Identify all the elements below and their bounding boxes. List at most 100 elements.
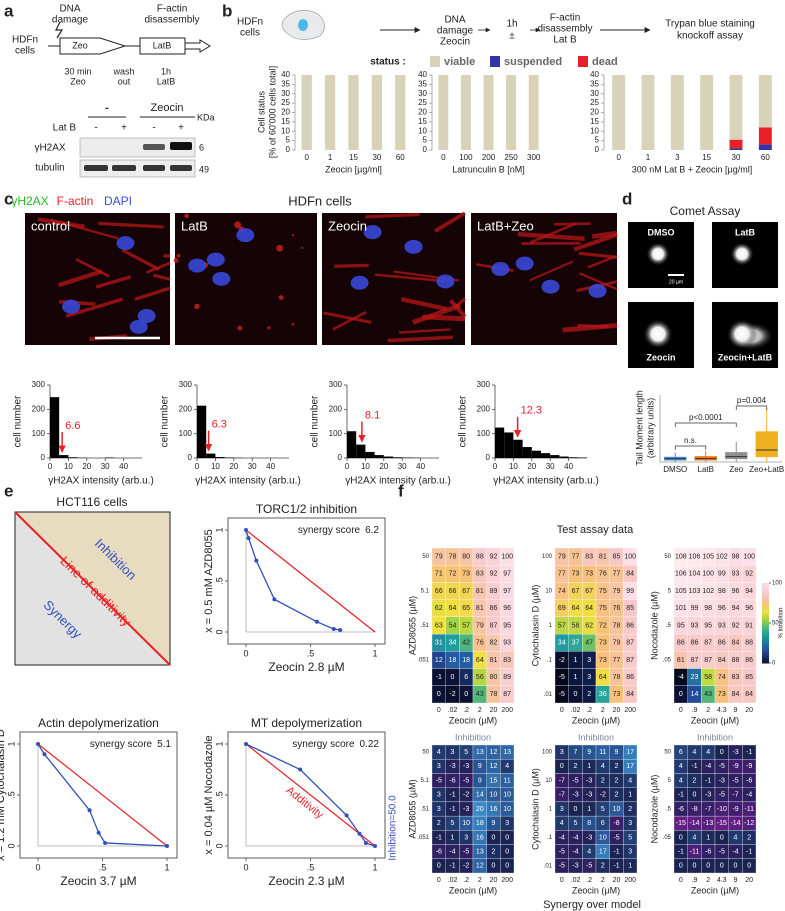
heatmap-value: -3 [586, 792, 592, 799]
label: Zeo [70, 76, 86, 86]
colorbar-step [762, 629, 769, 632]
heatmap-value: 73 [585, 571, 593, 578]
x-tick-label: 10 [64, 462, 73, 471]
heatmap-value: 43 [476, 691, 484, 698]
y-axis-label: AZD8055 (µM) [407, 779, 417, 838]
y-tick-label: 50 [422, 554, 429, 560]
heatmap-value: 62 [585, 622, 593, 629]
heatmap-value: -1 [436, 674, 442, 681]
y-tick-label: 5 [423, 136, 428, 145]
heatmap-value: 4 [679, 763, 683, 770]
heatmap-value: 87 [490, 622, 498, 629]
heatmap-value: 86 [677, 640, 685, 647]
x-tick-label: 2 [706, 877, 710, 884]
bar-segment [301, 75, 312, 150]
heatmap-value: -1 [746, 849, 752, 856]
y-tick-label: 200 [179, 404, 193, 413]
heatmap-value: 0 [505, 834, 509, 841]
median-label: 12.3 [521, 405, 542, 417]
heatmap-value: 75 [599, 605, 607, 612]
heatmap-value: 57 [558, 622, 566, 629]
heatmap-value: 73 [462, 571, 470, 578]
comet-head [646, 242, 670, 266]
heatmap-value: 4 [587, 849, 591, 856]
heatmap-value: 106 [689, 553, 701, 560]
heatmap-value: 80 [490, 674, 498, 681]
histogram-bar [393, 457, 403, 458]
micrograph-texture [184, 213, 189, 219]
y-axis-label: Tail Moment length [634, 390, 644, 466]
bar-segment [506, 75, 517, 150]
y-tick-label: 10 [418, 126, 427, 135]
heatmap-value: 89 [503, 674, 511, 681]
micrograph-texture [276, 244, 284, 252]
heatmap-value: 85 [626, 605, 634, 612]
micrograph-texture [278, 295, 284, 300]
y-tick-label: 5.1 [421, 589, 430, 595]
x-axis-label: Zeocin [µg/ml] [325, 164, 382, 174]
blot-membrane [79, 137, 196, 158]
bar-segment [729, 148, 743, 150]
heatmap-value: -5 [463, 849, 469, 856]
legend-label: dead [592, 56, 618, 68]
colorbar-step [762, 617, 769, 620]
micrograph-texture [332, 310, 367, 331]
e-schematic [14, 511, 171, 666]
y-axis-label: Cytochalasin D (µM) [530, 768, 540, 850]
y-axis-label: cell number [458, 395, 469, 447]
heatmap-value: 6 [464, 674, 468, 681]
colorbar-step [762, 605, 769, 608]
heatmap-value: 96 [503, 605, 511, 612]
heatmap-value: 97 [503, 588, 511, 595]
y-tick-label: 50 [422, 750, 429, 756]
heatmap-value: 84 [745, 691, 753, 698]
heatmap-value: 83 [503, 657, 511, 664]
colorbar-step [762, 625, 769, 628]
x-tick-label: 40 [119, 462, 128, 471]
label: + [121, 123, 127, 134]
heatmap-value: 0 [492, 834, 496, 841]
heatmap-value: 0 [560, 763, 564, 770]
heatmap-value: 6 [679, 749, 683, 756]
heatmap-value: 105 [675, 588, 687, 595]
heatmap-value: 88 [476, 553, 484, 560]
x-axis-label: Zeocin (µM) [572, 885, 620, 895]
heatmap-value: 64 [599, 674, 607, 681]
y-tick-label: 10 [281, 126, 290, 135]
colorbar-step [762, 595, 769, 598]
isobole-point [244, 528, 248, 532]
plot-frame [19, 731, 178, 859]
panel-label: d [622, 189, 632, 208]
y-tick-label: 100 [32, 429, 46, 438]
heatmap-value: 8 [587, 820, 591, 827]
heatmap-value: -9 [732, 806, 738, 813]
heatmap-value: -14 [730, 820, 740, 827]
x-tick-label: 1 [328, 153, 333, 162]
micrograph-texture [291, 322, 295, 326]
heatmap-value: -5 [559, 674, 565, 681]
heatmap-value: 4 [601, 763, 605, 770]
y-tick-label: 0 [214, 843, 224, 848]
histogram-bar [550, 455, 560, 458]
y-axis-label: [% of 60'000 cells total] [267, 66, 277, 158]
heatmap-value: 14 [691, 691, 699, 698]
heatmap-value: 84 [626, 691, 634, 698]
heatmap-value: 2 [437, 820, 441, 827]
x-tick-label: 0 [243, 648, 248, 658]
isobole-point [344, 813, 349, 818]
label: + [178, 123, 184, 134]
x-tick-label: 20 [490, 707, 498, 714]
heatmap-value: 100 [702, 571, 714, 578]
heatmap-value: 79 [613, 640, 621, 647]
label: cells [15, 46, 35, 57]
micrograph-texture [578, 272, 618, 291]
heatmap-value: 1 [628, 863, 632, 870]
bar-segment [758, 144, 772, 150]
heatmap-value: -5 [613, 834, 619, 841]
y-axis-label: x = 0.04 µM Nocodazole [203, 735, 215, 854]
heatmap-value: 85 [745, 674, 753, 681]
x-tick-label: .2 [586, 877, 592, 884]
heatmap-value: 56 [476, 674, 484, 681]
bar-segment [758, 127, 772, 145]
